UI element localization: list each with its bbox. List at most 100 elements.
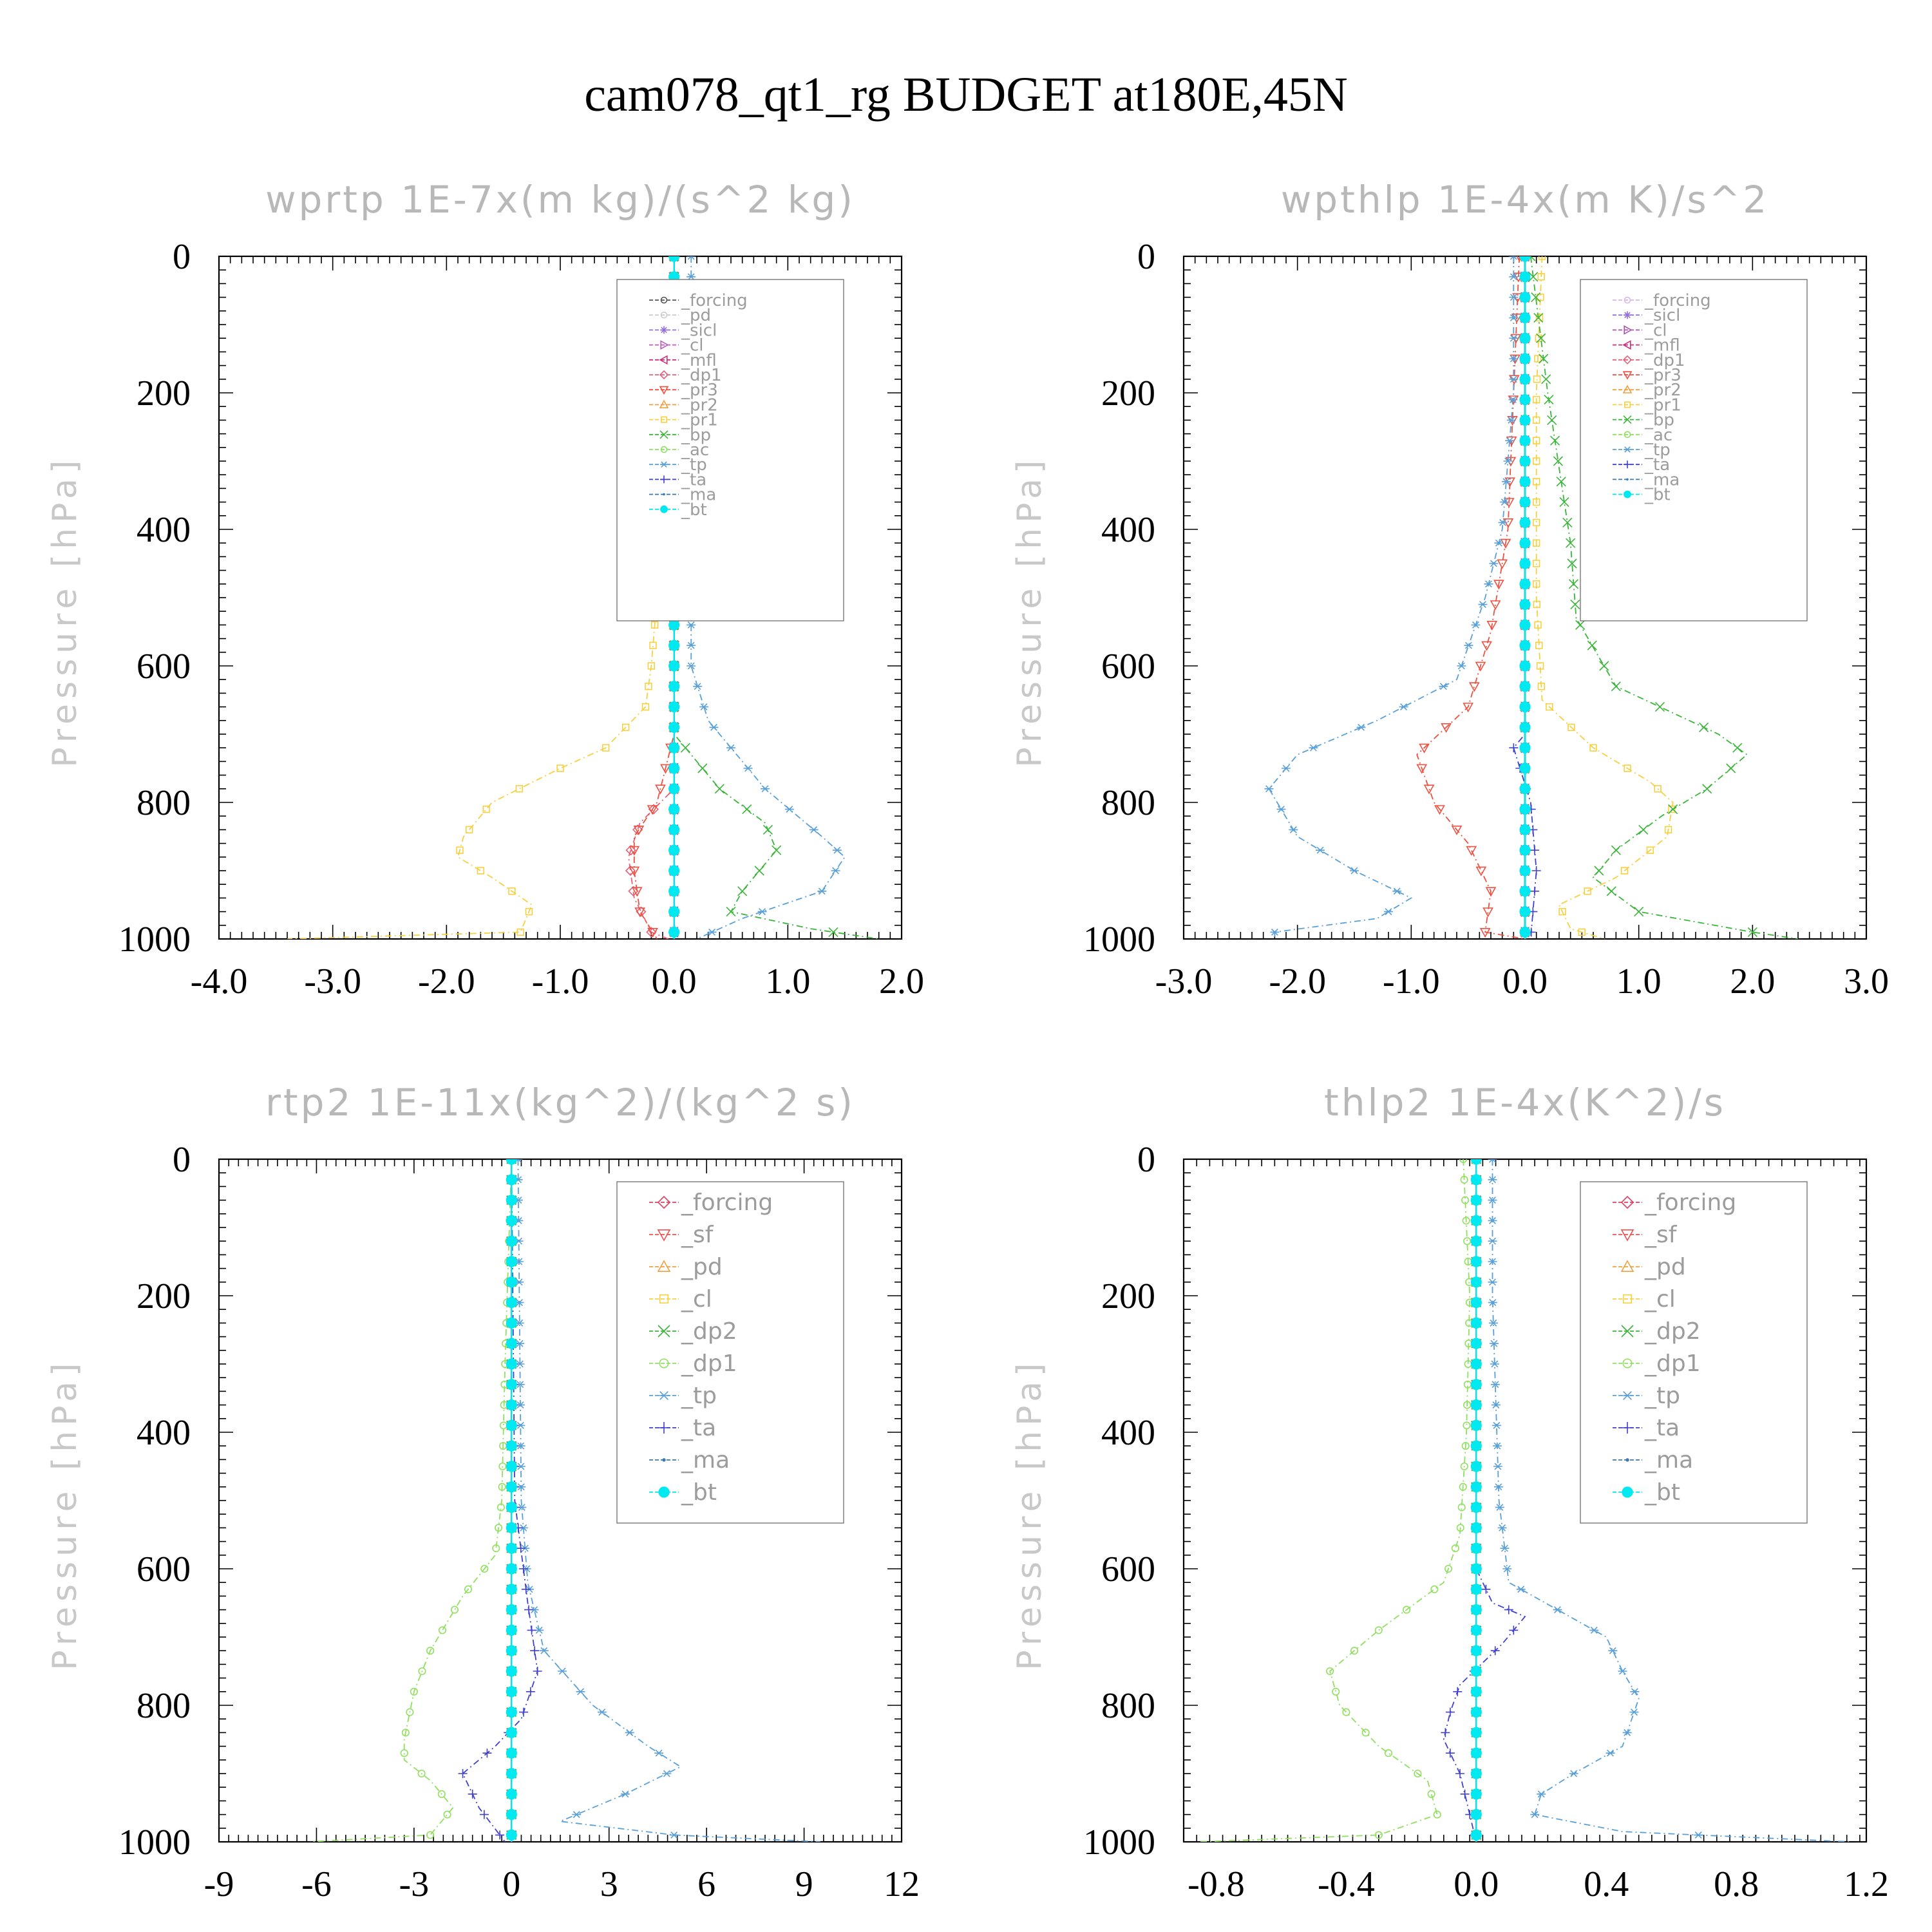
legend-entry-mfl: _mfl [649, 351, 717, 370]
data-point [726, 744, 735, 752]
data-point [1509, 273, 1519, 281]
data-point [687, 273, 696, 281]
panel-2: wpthlp 1E-4x(m K)/s^2 Pressure [hPa] 0 200 4… [1010, 178, 1889, 1001]
data-point [625, 865, 636, 876]
data-point [1475, 866, 1487, 876]
data-point [525, 907, 533, 916]
data-point [1326, 1667, 1334, 1676]
data-point [400, 1749, 408, 1757]
data-point [633, 826, 645, 836]
data-point [1622, 1728, 1632, 1736]
series-line [310, 1159, 513, 1842]
data-point [506, 1809, 517, 1821]
x-tick-label: -3.0 [1155, 961, 1213, 1001]
data-point [1444, 1564, 1453, 1573]
y-tick-label: 200 [1101, 374, 1155, 413]
data-point [1479, 928, 1491, 938]
legend-swatch-marker [660, 461, 668, 468]
legend-swatch-marker [660, 326, 668, 334]
data-point [506, 1256, 517, 1267]
data-point [1532, 416, 1540, 424]
x-tick-label: 1.0 [1616, 961, 1662, 1001]
data-point [1611, 845, 1621, 855]
data-point [417, 1769, 426, 1778]
data-point [506, 1276, 517, 1288]
data-point [1461, 1442, 1470, 1450]
legend-label: _ma [1644, 470, 1680, 489]
y-tick-label: 200 [137, 374, 191, 413]
data-point [1464, 641, 1473, 649]
data-point [1482, 907, 1493, 918]
data-point [1470, 1727, 1482, 1738]
data-point [1470, 1604, 1482, 1616]
data-point [743, 764, 753, 772]
data-point [1553, 1606, 1562, 1614]
legend-swatch-marker [1625, 1458, 1629, 1462]
data-point [629, 846, 640, 856]
data-point [1519, 660, 1531, 672]
legend-label: _pd [1644, 1254, 1686, 1280]
y-tick-label: 400 [137, 1413, 191, 1453]
data-point [680, 743, 690, 753]
data-point [1587, 640, 1597, 650]
legend-label: _pd [681, 306, 711, 325]
data-point [506, 1235, 517, 1247]
y-tick-label: 0 [1137, 237, 1155, 277]
data-point [1519, 824, 1531, 836]
plot-area [310, 1159, 820, 1842]
data-point [668, 906, 680, 918]
series-line [690, 256, 846, 939]
y-tick-label: 800 [1101, 1686, 1155, 1726]
data-point [443, 1810, 451, 1819]
legend-swatch-marker [659, 370, 669, 380]
data-point [1488, 1299, 1497, 1307]
data-point [497, 1503, 505, 1511]
data-point [456, 846, 464, 854]
data-point [1470, 1502, 1482, 1513]
data-point [1500, 498, 1510, 506]
data-point [1309, 744, 1318, 752]
figure-title: cam078_qt1_rg BUDGET at180E,45N [584, 68, 1348, 122]
data-point [1502, 1565, 1512, 1573]
data-point [1668, 804, 1678, 815]
data-point [1531, 866, 1541, 875]
data-point [1494, 539, 1504, 547]
data-point [1488, 1217, 1497, 1224]
legend-entry-pd: _pd [1613, 1254, 1686, 1280]
data-point [1562, 517, 1573, 527]
y-tick-label: 800 [137, 783, 191, 823]
data-point [757, 908, 767, 916]
data-point [1509, 375, 1519, 383]
data-point [662, 1770, 672, 1777]
data-point [1488, 1278, 1497, 1286]
data-point [1519, 312, 1531, 323]
legend-swatch-marker [1620, 1195, 1634, 1209]
data-point [709, 723, 719, 731]
data-point [506, 1502, 517, 1513]
data-point [1356, 723, 1366, 731]
data-point [1519, 537, 1531, 549]
legend-swatch-marker [660, 475, 668, 484]
data-point [655, 784, 666, 795]
series-pr1 [1532, 256, 1676, 939]
data-point [1459, 1482, 1467, 1491]
data-point [1460, 1462, 1468, 1471]
ticks [1183, 256, 1867, 940]
data-point [450, 1605, 459, 1614]
data-point [1399, 703, 1408, 711]
data-point [654, 1749, 664, 1757]
data-point [1556, 477, 1566, 487]
y-tick-label: 800 [1101, 783, 1155, 823]
data-point [1451, 826, 1463, 836]
data-point [1374, 1831, 1383, 1839]
data-point [1456, 1524, 1464, 1532]
legend-entry-forcing: _forcing [649, 291, 748, 310]
data-point [1470, 1481, 1482, 1493]
legend-label: _sf [681, 1222, 714, 1248]
data-point [1374, 1626, 1383, 1634]
data-point [1491, 1401, 1501, 1409]
data-point [498, 1482, 506, 1491]
legend-entry-bt: _bt [649, 1479, 717, 1506]
legend-entry-ta: _ta [1613, 455, 1670, 475]
data-point [1537, 1790, 1546, 1798]
